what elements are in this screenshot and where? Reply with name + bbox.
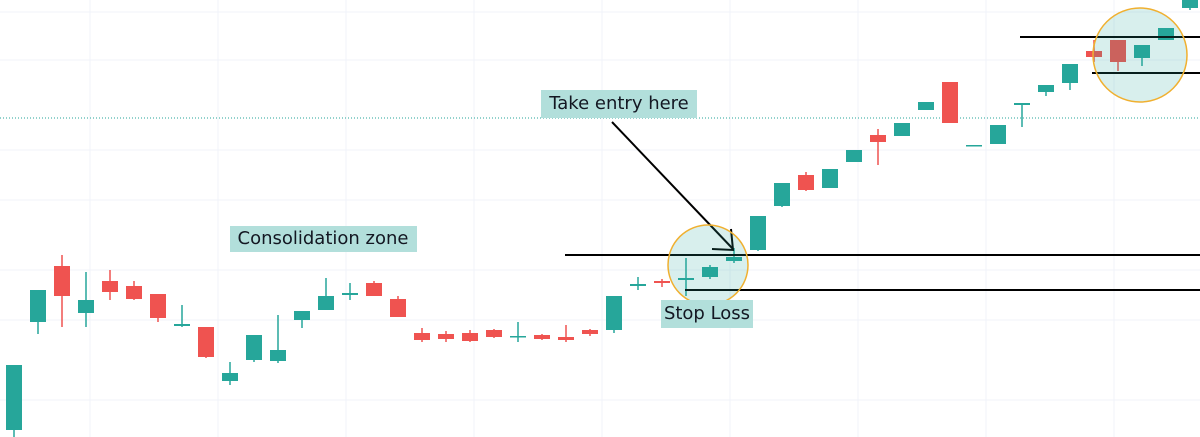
candle-body bbox=[798, 175, 814, 190]
candle-body bbox=[462, 333, 478, 341]
candle-body bbox=[534, 335, 550, 339]
candle-body bbox=[54, 266, 70, 296]
candle-body bbox=[30, 290, 46, 322]
candle-body bbox=[510, 336, 526, 338]
candle-body bbox=[150, 294, 166, 318]
candle-body bbox=[1014, 103, 1030, 105]
candle-body bbox=[102, 281, 118, 292]
candle-body bbox=[1134, 45, 1150, 58]
annotation: Consolidation zone bbox=[238, 228, 409, 249]
candle-body bbox=[198, 327, 214, 357]
candle-body bbox=[774, 183, 790, 206]
highlight-circle bbox=[1092, 7, 1188, 103]
candle-body bbox=[606, 296, 622, 330]
candle-body bbox=[318, 296, 334, 310]
candle-body bbox=[174, 324, 190, 326]
annotation: Stop Loss bbox=[664, 303, 750, 324]
candle-body bbox=[726, 257, 742, 261]
candle-body bbox=[78, 300, 94, 313]
candle-body bbox=[414, 333, 430, 340]
arrow-head bbox=[711, 228, 735, 252]
candle-body bbox=[342, 293, 358, 295]
candle-body bbox=[654, 281, 670, 283]
candle-body bbox=[486, 330, 502, 337]
candle-body bbox=[870, 135, 886, 142]
candle-body bbox=[678, 278, 694, 280]
candles bbox=[6, 0, 1198, 437]
candle-body bbox=[222, 373, 238, 381]
candle-body bbox=[558, 337, 574, 340]
candle-body bbox=[990, 125, 1006, 144]
candle-body bbox=[582, 330, 598, 334]
drawings bbox=[565, 36, 1200, 291]
candle-body bbox=[6, 365, 22, 430]
candle-body bbox=[270, 350, 286, 361]
candle-body bbox=[1086, 51, 1102, 57]
candle-body bbox=[846, 150, 862, 162]
candle-body bbox=[126, 286, 142, 299]
candle-body bbox=[1062, 64, 1078, 83]
label-box bbox=[541, 90, 697, 118]
candle-body bbox=[918, 102, 934, 110]
candle-body bbox=[246, 335, 262, 360]
candle-body bbox=[366, 283, 382, 296]
candle-body bbox=[822, 169, 838, 188]
candle-body bbox=[630, 284, 646, 286]
candle-body bbox=[438, 334, 454, 339]
candle-body bbox=[1182, 0, 1198, 8]
candle-body bbox=[1038, 85, 1054, 92]
candle-body bbox=[966, 145, 982, 147]
candle-body bbox=[294, 311, 310, 320]
label-box bbox=[661, 300, 753, 328]
candle-body bbox=[750, 216, 766, 250]
label-box bbox=[230, 226, 417, 252]
candle-body bbox=[1110, 40, 1126, 62]
candle-body bbox=[390, 299, 406, 317]
candle-body bbox=[702, 267, 718, 277]
highlight-circle bbox=[667, 224, 749, 306]
candle-body bbox=[894, 123, 910, 136]
annotation: Take entry here bbox=[548, 93, 689, 114]
candle-body bbox=[942, 82, 958, 123]
arrow bbox=[611, 121, 734, 250]
